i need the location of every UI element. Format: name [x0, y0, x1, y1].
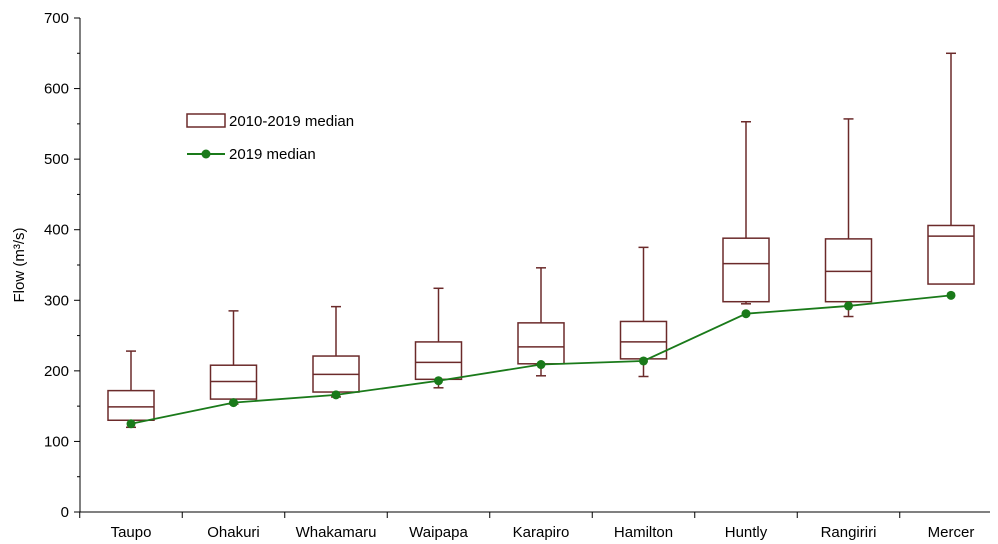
box-whakamaru: [312, 305, 360, 398]
y-tick-label: 700: [44, 10, 69, 27]
box-taupo: [107, 350, 155, 429]
x-tick-label: Rangiriri: [821, 524, 877, 541]
legend-box-label: 2010-2019 median: [229, 113, 354, 130]
y-tick-label: 200: [44, 363, 69, 380]
y-tick-label: 400: [44, 222, 69, 239]
median-2019-point: [536, 360, 546, 370]
box-iqr: [722, 237, 770, 303]
median-2019-point: [946, 290, 956, 300]
x-tick-label: Huntly: [725, 524, 768, 541]
x-tick-label: Karapiro: [513, 524, 570, 541]
legend: 2010-2019 median 2019 median: [186, 113, 354, 163]
median-2019-point: [434, 376, 443, 386]
y-tick-label: 300: [44, 292, 69, 309]
legend-line-label: 2019 median: [229, 146, 316, 163]
y-tick-label: 600: [44, 81, 69, 98]
x-tick-label: Hamilton: [614, 524, 673, 541]
median-2019-point: [741, 309, 751, 319]
x-tick-label: Taupo: [111, 524, 152, 541]
y-tick-label: 0: [61, 504, 69, 521]
median-2019-point: [331, 390, 341, 400]
y-axis-title: Flow (m³/s): [11, 228, 28, 303]
box-mercer: [927, 52, 975, 285]
box-series: [107, 52, 975, 429]
box-waipapa: [414, 287, 463, 389]
box-iqr: [927, 224, 975, 285]
box-iqr: [414, 341, 463, 381]
x-tick-label: Waipapa: [409, 524, 468, 541]
y-tick-label: 100: [44, 433, 69, 450]
median-2019-point: [844, 301, 853, 311]
median-2019-point: [639, 356, 648, 366]
y-tick-label: 500: [44, 151, 69, 168]
box-rangiriri: [824, 118, 873, 318]
median-2019-point: [229, 398, 238, 408]
legend-line-marker: [201, 149, 211, 159]
line-series: [126, 290, 956, 429]
box-iqr: [107, 389, 155, 422]
box-karapiro: [517, 267, 565, 377]
box-iqr: [517, 322, 565, 365]
axes: 0 100 200 300 400 500 600 700 Taupo Ohakuri Whakam…: [44, 10, 990, 541]
box-iqr: [824, 238, 873, 303]
x-tick-label: Whakamaru: [296, 524, 377, 541]
legend-box-swatch: [186, 113, 226, 128]
median-2019-point: [126, 419, 136, 429]
x-tick-label: Ohakuri: [207, 524, 260, 541]
box-huntly: [722, 120, 770, 305]
x-tick-label: Mercer: [928, 524, 975, 541]
box-ohakuri: [209, 310, 258, 405]
